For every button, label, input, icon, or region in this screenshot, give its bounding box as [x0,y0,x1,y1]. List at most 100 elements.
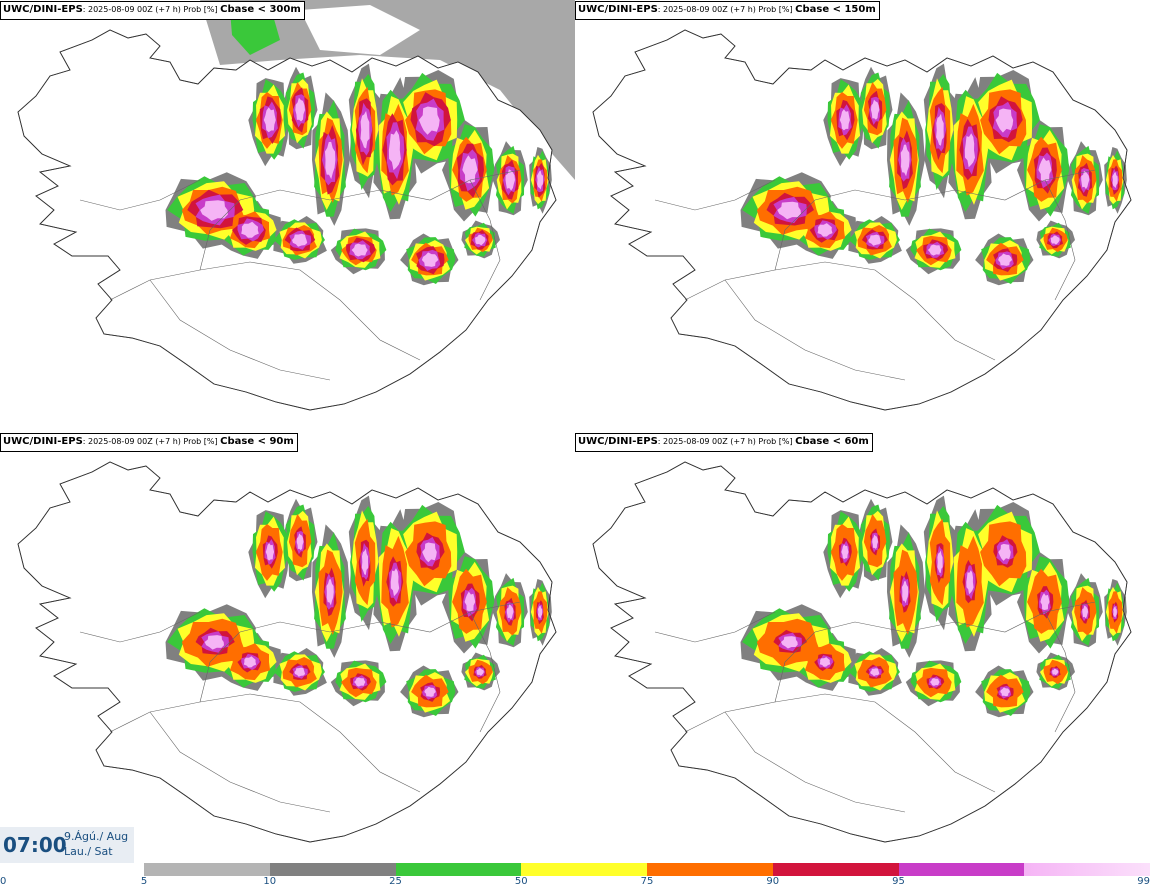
map-panel-cbase-300: UWC/DINI-EPS: 2025-08-09 00Z (+7 h) Prob… [0,0,575,432]
coastline-overlay [17,29,557,411]
probability-contour [1052,668,1059,676]
road-line [684,693,996,793]
probability-contour [360,110,370,149]
colorbar-tick-label: 0 [0,876,7,887]
colorbar-ticks: 0 5 10 25 50 75 90 95 99 [0,876,1150,890]
iceland-map-90 [17,461,557,843]
probability-contour [292,233,308,247]
iceland-map-60 [592,461,1132,843]
probability-contour [1113,606,1117,618]
probability-contour [505,169,515,191]
probability-contour [421,252,439,267]
probability-contour [296,533,304,551]
road-line [149,711,331,813]
road-line [199,601,521,703]
road-line [109,261,421,361]
coastline-overlay [17,461,557,843]
probability-contour [841,544,849,560]
probability-colorbar [144,863,1150,876]
probability-contour [462,155,478,184]
probability-contour [537,170,544,190]
valid-time-box: 07:00 9.Ágú./ Aug Lau./ Sat [0,827,134,863]
road-line [79,611,201,643]
run-info: : 2025-08-09 00Z (+7 h) Prob [%] [82,437,221,446]
probability-contour [781,636,798,649]
probability-contour [422,542,437,563]
panel-title: UWC/DINI-EPS: 2025-08-09 00Z (+7 h) Prob… [0,433,298,452]
probability-contour [1082,605,1088,619]
coastline-overlay [592,461,1132,843]
panel-title: UWC/DINI-EPS: 2025-08-09 00Z (+7 h) Prob… [575,433,873,452]
probability-contour [361,548,369,575]
colorbar-segment [521,863,648,876]
colorbar-tick-label: 99 [1137,876,1150,887]
colorbar-segment [269,863,396,876]
parameter-label: Cbase < 90m [220,436,294,447]
probability-contour [424,686,436,697]
parameter-label: Cbase < 60m [795,436,869,447]
probability-contour [998,253,1013,266]
probability-contour [1050,235,1060,245]
map-panel-cbase-90: UWC/DINI-EPS: 2025-08-09 00Z (+7 h) Prob… [0,432,575,864]
coastline [592,29,1132,411]
colorbar-tick-label: 90 [766,876,780,887]
run-info: : 2025-08-09 00Z (+7 h) Prob [%] [657,437,796,446]
coastline [592,461,1132,843]
model-name: UWC/DINI-EPS [578,4,658,15]
iceland-map-150 [592,29,1132,411]
probability-contour [936,113,944,146]
valid-time-clock: 07:00 [3,833,67,857]
colorbar-tick-label: 10 [263,876,277,887]
probability-contour [537,605,543,619]
road-line [774,601,1096,703]
colorbar-segment [1024,863,1150,876]
probability-contour [464,591,476,612]
colorbar-tick-label: 95 [892,876,905,887]
road-line [724,711,906,813]
run-info: : 2025-08-09 00Z (+7 h) Prob [%] [657,5,796,14]
panel-title: UWC/DINI-EPS: 2025-08-09 00Z (+7 h) Prob… [0,1,305,20]
colorbar-segment [898,863,1025,876]
probability-contour [1040,593,1050,610]
probability-contour [817,223,833,237]
road-line [774,169,1096,271]
probability-contour [966,570,974,595]
valid-date: 9.Ágú./ Aug [64,830,129,843]
probability-contour [872,534,878,549]
colorbar-segment [772,863,899,876]
probability-contour [243,656,257,668]
colorbar-segment [395,863,522,876]
probability-contour [390,568,400,597]
colorbar-segment [647,863,774,876]
probability-contour [839,109,850,131]
probability-contour [325,141,336,180]
probability-contour [777,201,801,220]
run-info: : 2025-08-09 00Z (+7 h) Prob [%] [82,5,221,14]
probability-contour [295,97,305,122]
probability-contour [475,234,486,246]
probability-contour [265,543,275,561]
probability-contour [418,106,440,135]
road-line [199,169,521,271]
probability-contour [1000,687,1010,697]
map-panel-cbase-60: UWC/DINI-EPS: 2025-08-09 00Z (+7 h) Prob… [575,432,1150,864]
probability-contour [902,581,909,604]
probability-contour [263,107,276,133]
coastline-overlay [592,29,1132,411]
parameter-label: Cbase < 150m [795,4,876,15]
probability-contour [241,221,259,238]
iceland-map-300 [17,0,575,411]
model-name: UWC/DINI-EPS [578,436,658,447]
probability-contour [964,133,975,168]
probability-contour [1038,157,1052,182]
road-line [1044,611,1076,733]
probability-contour [1112,172,1118,189]
probability-contour [326,579,334,606]
colorbar-tick-label: 75 [640,876,654,887]
probability-contour [900,144,910,177]
road-line [724,279,906,381]
probability-contour [354,677,366,687]
probability-contour [476,668,484,676]
probability-contour [870,668,880,677]
